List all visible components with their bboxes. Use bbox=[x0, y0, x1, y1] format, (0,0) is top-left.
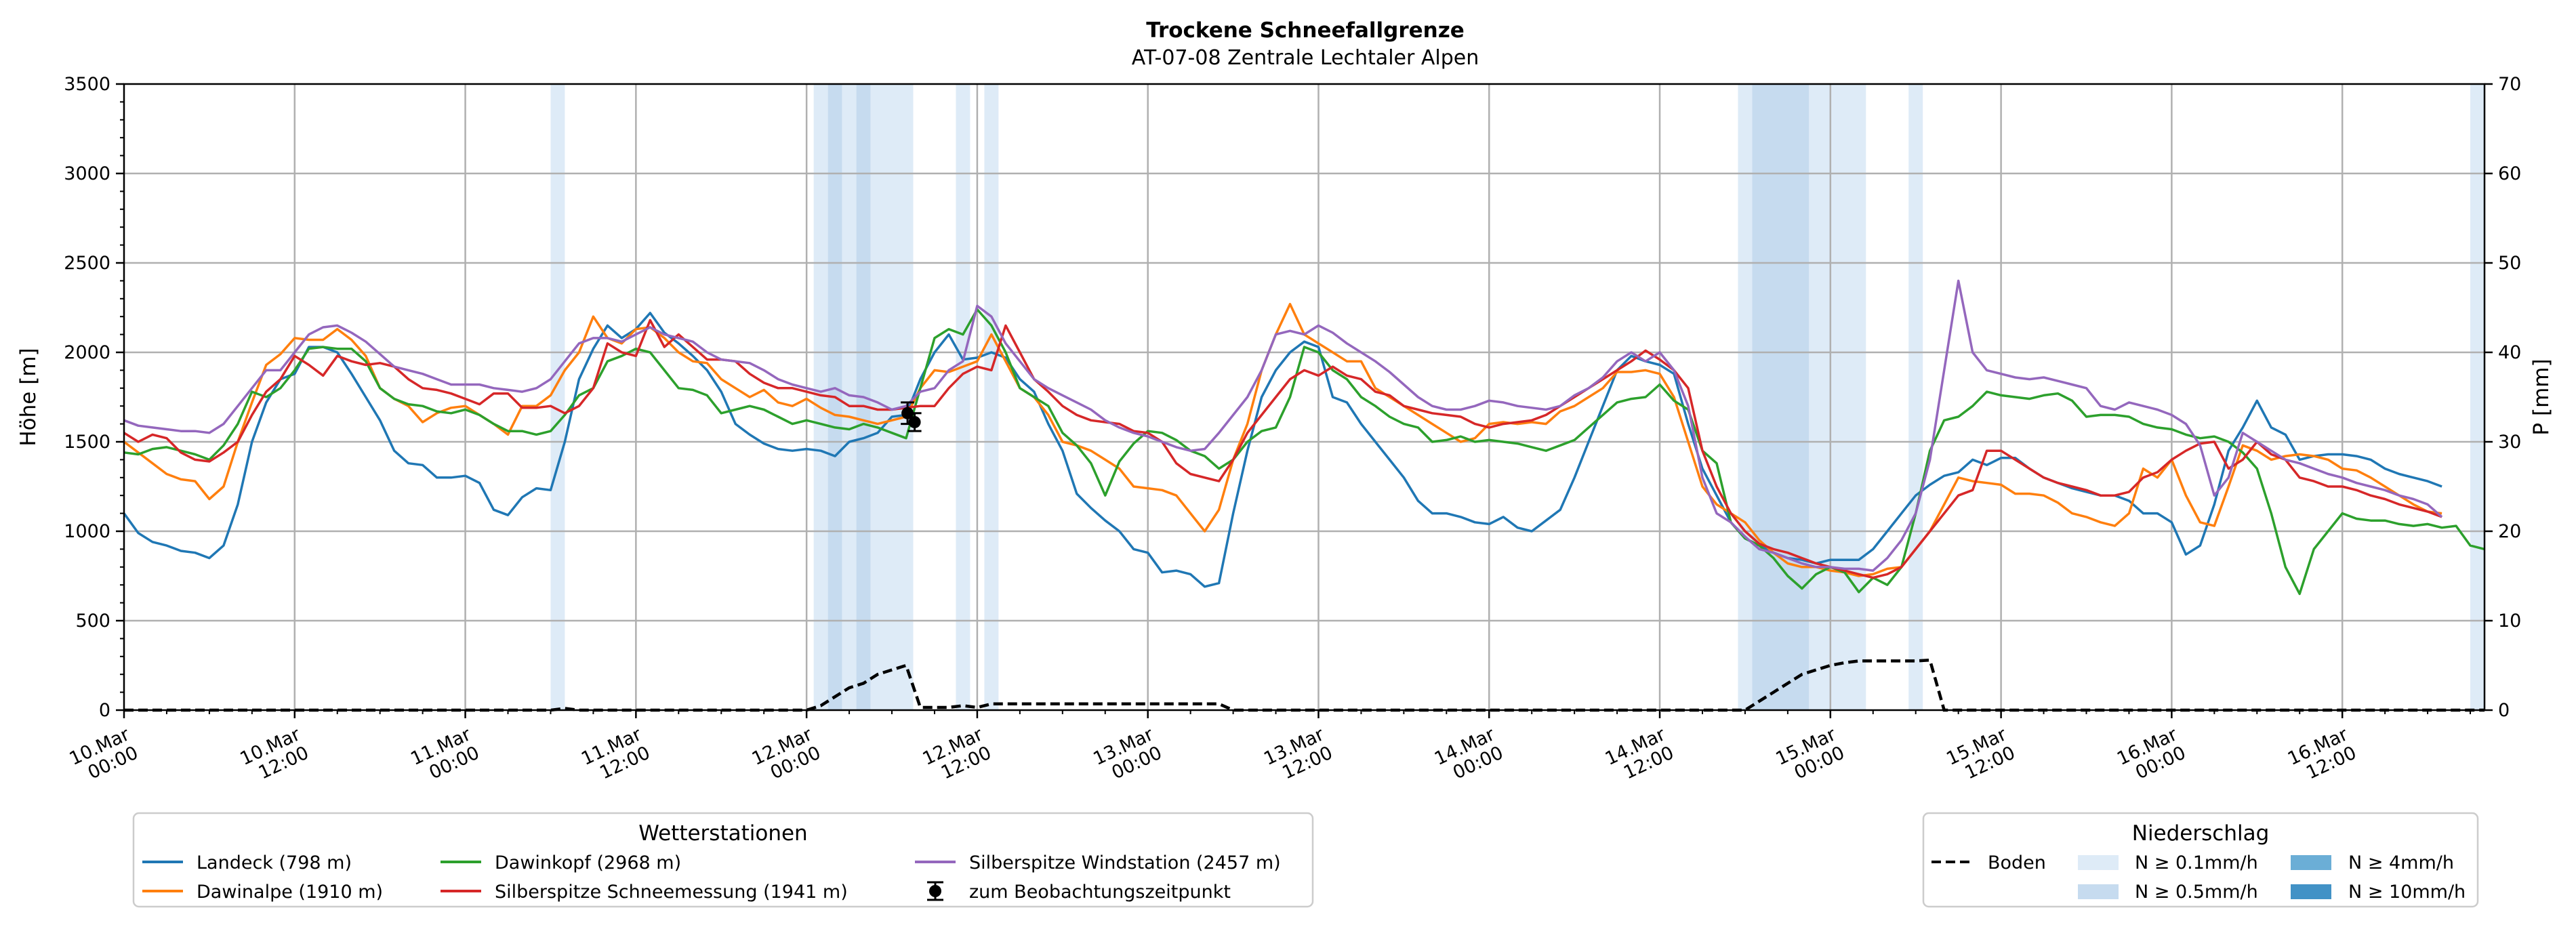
x-tick-label-3: 11.Mar12:00 bbox=[578, 724, 654, 788]
legend-label-dawinkopf: Dawinkopf (2968 m) bbox=[495, 852, 681, 873]
x-tick-label-6: 13.Mar00:00 bbox=[1090, 724, 1166, 788]
legend-swatch-observation bbox=[927, 881, 943, 901]
station-series bbox=[123, 279, 2485, 596]
y-tick-label-2: 1000 bbox=[64, 521, 110, 542]
precip-bands bbox=[550, 84, 2485, 710]
observation-markers bbox=[901, 401, 922, 432]
precip-band-9 bbox=[1752, 84, 1810, 710]
legend-label-ground: Boden bbox=[1988, 852, 2046, 873]
x-tick-label-13: 16.Mar12:00 bbox=[2285, 724, 2360, 788]
y-tick-label-0: 0 bbox=[99, 700, 110, 721]
y-tick-label-4: 2000 bbox=[64, 342, 110, 363]
series-line-schnee bbox=[123, 318, 2442, 579]
legend-label-dawinalpe: Dawinalpe (1910 m) bbox=[197, 882, 383, 903]
precip-band-6 bbox=[956, 84, 970, 710]
legend-label-schnee: Silberspitze Schneemessung (1941 m) bbox=[495, 882, 848, 903]
legend-swatch-precip-1 bbox=[2078, 855, 2119, 870]
y2-tick-label-6: 60 bbox=[2498, 163, 2521, 184]
precip-band-5 bbox=[870, 84, 914, 710]
series-line-dawinkopf bbox=[123, 308, 2485, 596]
x-tick-label-1: 10.Mar12:00 bbox=[237, 724, 313, 788]
legend-stations-title: Wetterstationen bbox=[638, 821, 807, 846]
series-line-dawinalpe bbox=[123, 302, 2442, 577]
precip-band-10 bbox=[1809, 84, 1866, 710]
legend-label-precip-4: N ≥ 10mm/h bbox=[2348, 882, 2466, 903]
y2-tick-label-3: 30 bbox=[2498, 432, 2521, 453]
y2-tick-label-5: 50 bbox=[2498, 253, 2521, 274]
legend-label-observation: zum Beobachtungszeitpunkt bbox=[969, 882, 1231, 903]
obs-marker-0 bbox=[901, 407, 914, 419]
x-tick-label-4: 12.Mar00:00 bbox=[749, 724, 825, 788]
y2-tick-label-1: 10 bbox=[2498, 611, 2521, 632]
legend-swatch-precip-4 bbox=[2291, 884, 2331, 899]
precip-band-11 bbox=[1908, 84, 1923, 710]
x-tick-label-10: 15.Mar00:00 bbox=[1773, 724, 1849, 788]
legend-label-precip-3: N ≥ 4mm/h bbox=[2348, 852, 2454, 873]
obs-marker-1 bbox=[908, 415, 921, 428]
ground-line bbox=[124, 658, 2485, 712]
legend-precip: Niederschlag Boden N ≥ 0.1mm/h N ≥ 0.5mm… bbox=[1922, 812, 2479, 908]
legend-swatch-precip-2 bbox=[2078, 884, 2119, 899]
precip-band-1 bbox=[813, 84, 828, 710]
series-line-landeck bbox=[123, 312, 2442, 588]
legend-swatch-precip-3 bbox=[2291, 855, 2331, 870]
x-tick-label-0: 10.Mar00:00 bbox=[66, 724, 142, 788]
legend-precip-title: Niederschlag bbox=[2132, 821, 2270, 846]
grid-lines bbox=[124, 84, 2485, 710]
axis-ticks: 0 500 1000 1500 2000 2500 3000 3500 0 10 20 30 40 50 6… bbox=[64, 74, 2521, 788]
x-tick-label-11: 15.Mar12:00 bbox=[1943, 724, 2019, 788]
legend-stations: Wetterstationen Landeck (798 m) Dawinalp… bbox=[132, 812, 1314, 908]
x-tick-label-9: 14.Mar12:00 bbox=[1602, 724, 1678, 788]
plot-frame bbox=[123, 83, 2486, 711]
legend-label-landeck: Landeck (798 m) bbox=[197, 852, 352, 873]
legend-label-wind: Silberspitze Windstation (2457 m) bbox=[969, 852, 1281, 873]
x-tick-label-2: 11.Mar00:00 bbox=[407, 724, 483, 788]
legend-label-precip-1: N ≥ 0.1mm/h bbox=[2135, 852, 2258, 873]
x-tick-label-12: 16.Mar00:00 bbox=[2114, 724, 2190, 788]
y2-tick-label-7: 70 bbox=[2498, 74, 2521, 95]
legend-stations-frame bbox=[132, 812, 1314, 908]
y-tick-label-1: 500 bbox=[75, 611, 110, 632]
x-tick-label-5: 12.Mar12:00 bbox=[920, 724, 996, 788]
precip-band-12 bbox=[2470, 84, 2485, 710]
precip-band-7 bbox=[984, 84, 999, 710]
y-tick-label-6: 3000 bbox=[64, 163, 110, 184]
y-tick-label-3: 1500 bbox=[64, 432, 110, 453]
y2-tick-label-2: 20 bbox=[2498, 521, 2521, 542]
y-axis-label: Höhe [m] bbox=[16, 348, 41, 446]
legend-precip-frame bbox=[1922, 812, 2479, 908]
precip-band-8 bbox=[1738, 84, 1753, 710]
ground-series bbox=[124, 658, 2485, 712]
chart-title: Trockene Schneefallgrenze bbox=[1146, 18, 1465, 43]
y2-tick-label-4: 40 bbox=[2498, 342, 2521, 363]
precip-band-3 bbox=[842, 84, 857, 710]
x-tick-label-7: 13.Mar12:00 bbox=[1261, 724, 1336, 788]
y-tick-label-5: 2500 bbox=[64, 253, 110, 274]
y-tick-label-7: 3500 bbox=[64, 74, 110, 95]
y2-axis-label: P [mm] bbox=[2529, 358, 2554, 435]
precip-band-0 bbox=[550, 84, 565, 710]
x-tick-label-8: 14.Mar00:00 bbox=[1431, 724, 1507, 788]
y2-tick-label-0: 0 bbox=[2498, 700, 2510, 721]
chart-subtitle: AT-07-08 Zentrale Lechtaler Alpen bbox=[1132, 46, 1479, 70]
series-line-wind bbox=[123, 279, 2443, 572]
legend-label-precip-2: N ≥ 0.5mm/h bbox=[2135, 882, 2258, 903]
